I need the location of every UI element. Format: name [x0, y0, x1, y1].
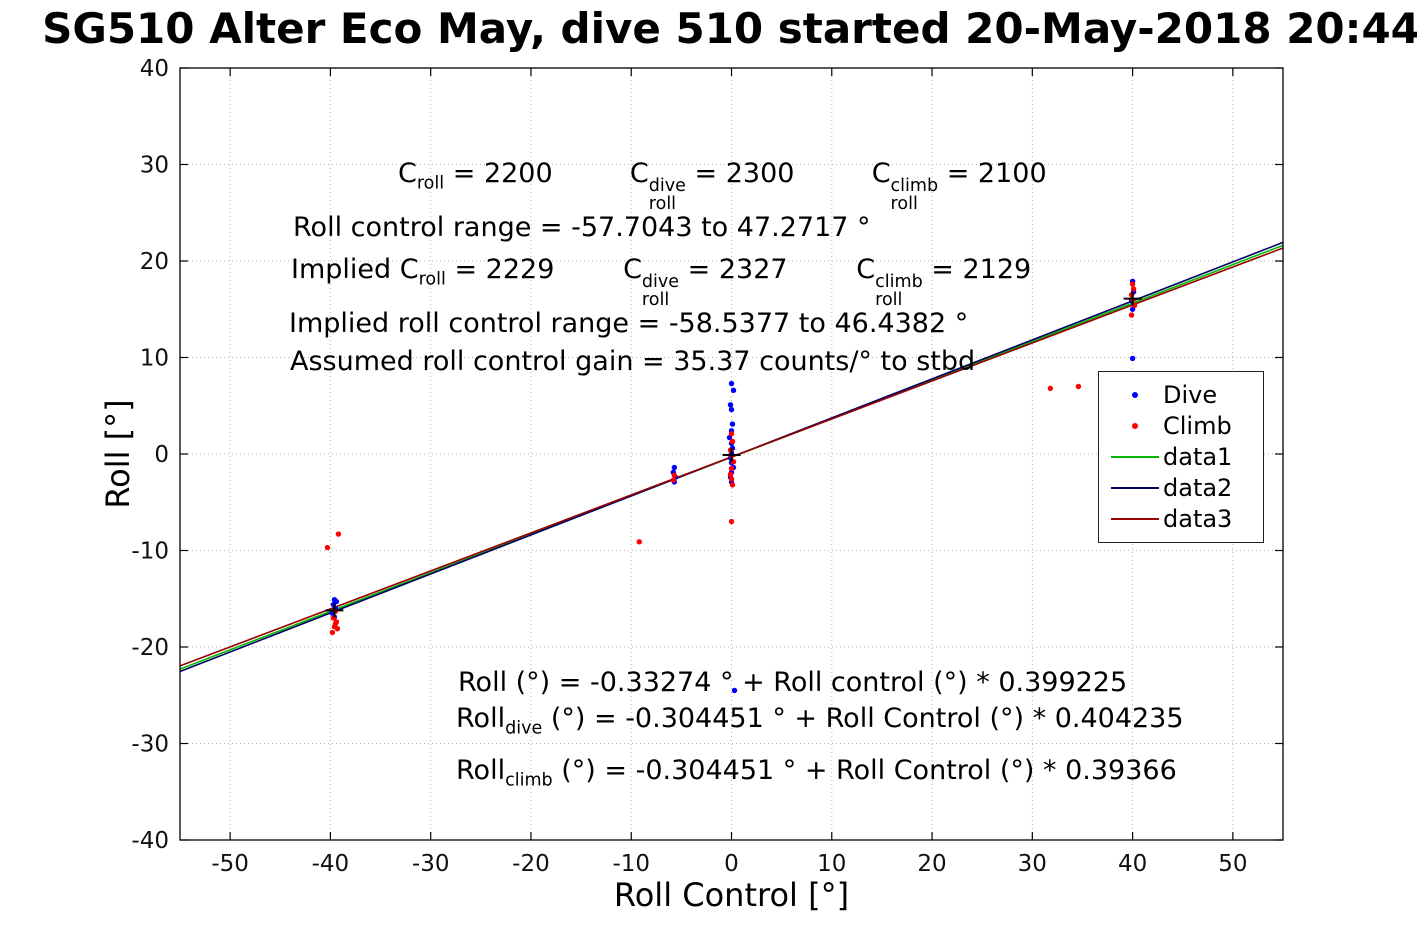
x-tick-label: 50: [1218, 851, 1247, 877]
y-tick-label: 20: [140, 249, 169, 275]
x-tick-label: -50: [211, 851, 249, 877]
legend-item-data3: data3: [1099, 503, 1263, 534]
data-point: [728, 476, 735, 482]
data-point: [729, 438, 736, 445]
annotation-roll-control-range: Roll control range = -57.7043 to 47.2717…: [293, 212, 871, 243]
y-tick-label: 10: [140, 346, 169, 372]
data-point: [729, 421, 736, 427]
data-point: [636, 539, 642, 545]
data-point: [1128, 312, 1135, 318]
chart-title: SG510 Alter Eco May, dive 510 started 20…: [42, 4, 1417, 53]
y-axis-label: Roll [°]: [99, 399, 137, 509]
y-tick-label: 30: [140, 153, 169, 179]
legend-item-label: Dive: [1163, 380, 1218, 409]
annotation-implied-roll-control-range: Implied roll control range = -58.5377 to…: [289, 308, 969, 339]
y-tick-label: -10: [131, 539, 169, 565]
y-tick-label: -30: [131, 732, 169, 758]
legend-marker-shape: [1111, 517, 1159, 520]
legend: Dive Climb data1 data2 data3: [1098, 371, 1264, 543]
data-point: [728, 518, 735, 525]
legend-line-marker: [1107, 486, 1163, 489]
data-point: [731, 687, 738, 694]
x-tick-label: -20: [512, 851, 550, 877]
supsub: dive roll: [641, 271, 680, 310]
x-tick-label: 10: [817, 851, 846, 877]
legend-line-marker: [1107, 517, 1163, 520]
x-tick-label: -40: [312, 851, 350, 877]
legend-marker-shape: [1111, 455, 1159, 458]
data-point: [332, 621, 339, 627]
data-point: [1129, 281, 1136, 287]
data-point: [670, 477, 677, 483]
data-point: [324, 544, 331, 551]
data-point: [729, 482, 736, 488]
data-point: [333, 598, 340, 605]
legend-item-label: data3: [1163, 504, 1233, 533]
annotation-fit-climb: Rollclimb (°) = -0.304451 ° + Roll Contr…: [456, 755, 1177, 791]
annotation-fit-dive: Rolldive (°) = -0.304451 ° + Roll Contro…: [456, 703, 1184, 739]
data-point: [329, 629, 336, 636]
y-tick-label: 40: [140, 56, 169, 82]
legend-marker-shape: [1111, 486, 1159, 489]
x-tick-label: -30: [412, 851, 450, 877]
legend-item-label: data1: [1163, 442, 1233, 471]
pivot-marker: [325, 603, 344, 618]
y-tick-label: -20: [131, 635, 169, 661]
data-point: [671, 464, 678, 471]
data-point: [1047, 385, 1054, 392]
legend-item-label: data2: [1163, 473, 1233, 502]
supsub: dive roll: [648, 175, 686, 214]
data-point: [334, 625, 341, 632]
y-tick-label: -40: [131, 828, 169, 854]
y-tick-label: 0: [154, 442, 169, 468]
annotation-assumed-gain: Assumed roll control gain = 35.37 counts…: [290, 346, 976, 377]
supsub: climb roll: [875, 271, 923, 310]
data-point: [728, 380, 735, 387]
data-point: [1130, 286, 1137, 292]
x-tick-label: 0: [724, 851, 739, 877]
data-point: [335, 531, 342, 537]
legend-item-climb: Climb: [1099, 410, 1263, 441]
data-point: [1129, 355, 1136, 362]
x-tick-label: 40: [1118, 851, 1147, 877]
data-point: [728, 465, 735, 472]
x-tick-label: 20: [917, 851, 946, 877]
legend-item-label: Climb: [1163, 411, 1232, 440]
data-point: [671, 472, 678, 478]
supsub: climb roll: [890, 175, 939, 214]
legend-item-dive: Dive: [1099, 379, 1263, 410]
data-point: [1075, 383, 1082, 390]
data-point: [727, 402, 734, 408]
data-point: [727, 471, 734, 477]
data-point: [728, 406, 735, 413]
legend-line-marker: [1107, 455, 1163, 458]
legend-item-data1: data1: [1099, 441, 1263, 472]
legend-marker-shape: [1132, 422, 1138, 429]
data-point: [730, 387, 737, 394]
x-tick-label: 30: [1018, 851, 1047, 877]
pivot-marker: [1123, 291, 1142, 306]
x-axis-label: Roll Control [°]: [613, 876, 850, 914]
legend-item-data2: data2: [1099, 472, 1263, 503]
data-point: [728, 431, 735, 437]
legend-marker-shape: [1132, 391, 1138, 398]
legend-dot-marker: [1107, 391, 1163, 398]
legend-dot-marker: [1107, 422, 1163, 429]
pivot-marker: [722, 447, 741, 462]
x-tick-label: -10: [612, 851, 650, 877]
annotation-fit-combined: Roll (°) = -0.33274 ° + Roll control (°)…: [458, 667, 1128, 698]
